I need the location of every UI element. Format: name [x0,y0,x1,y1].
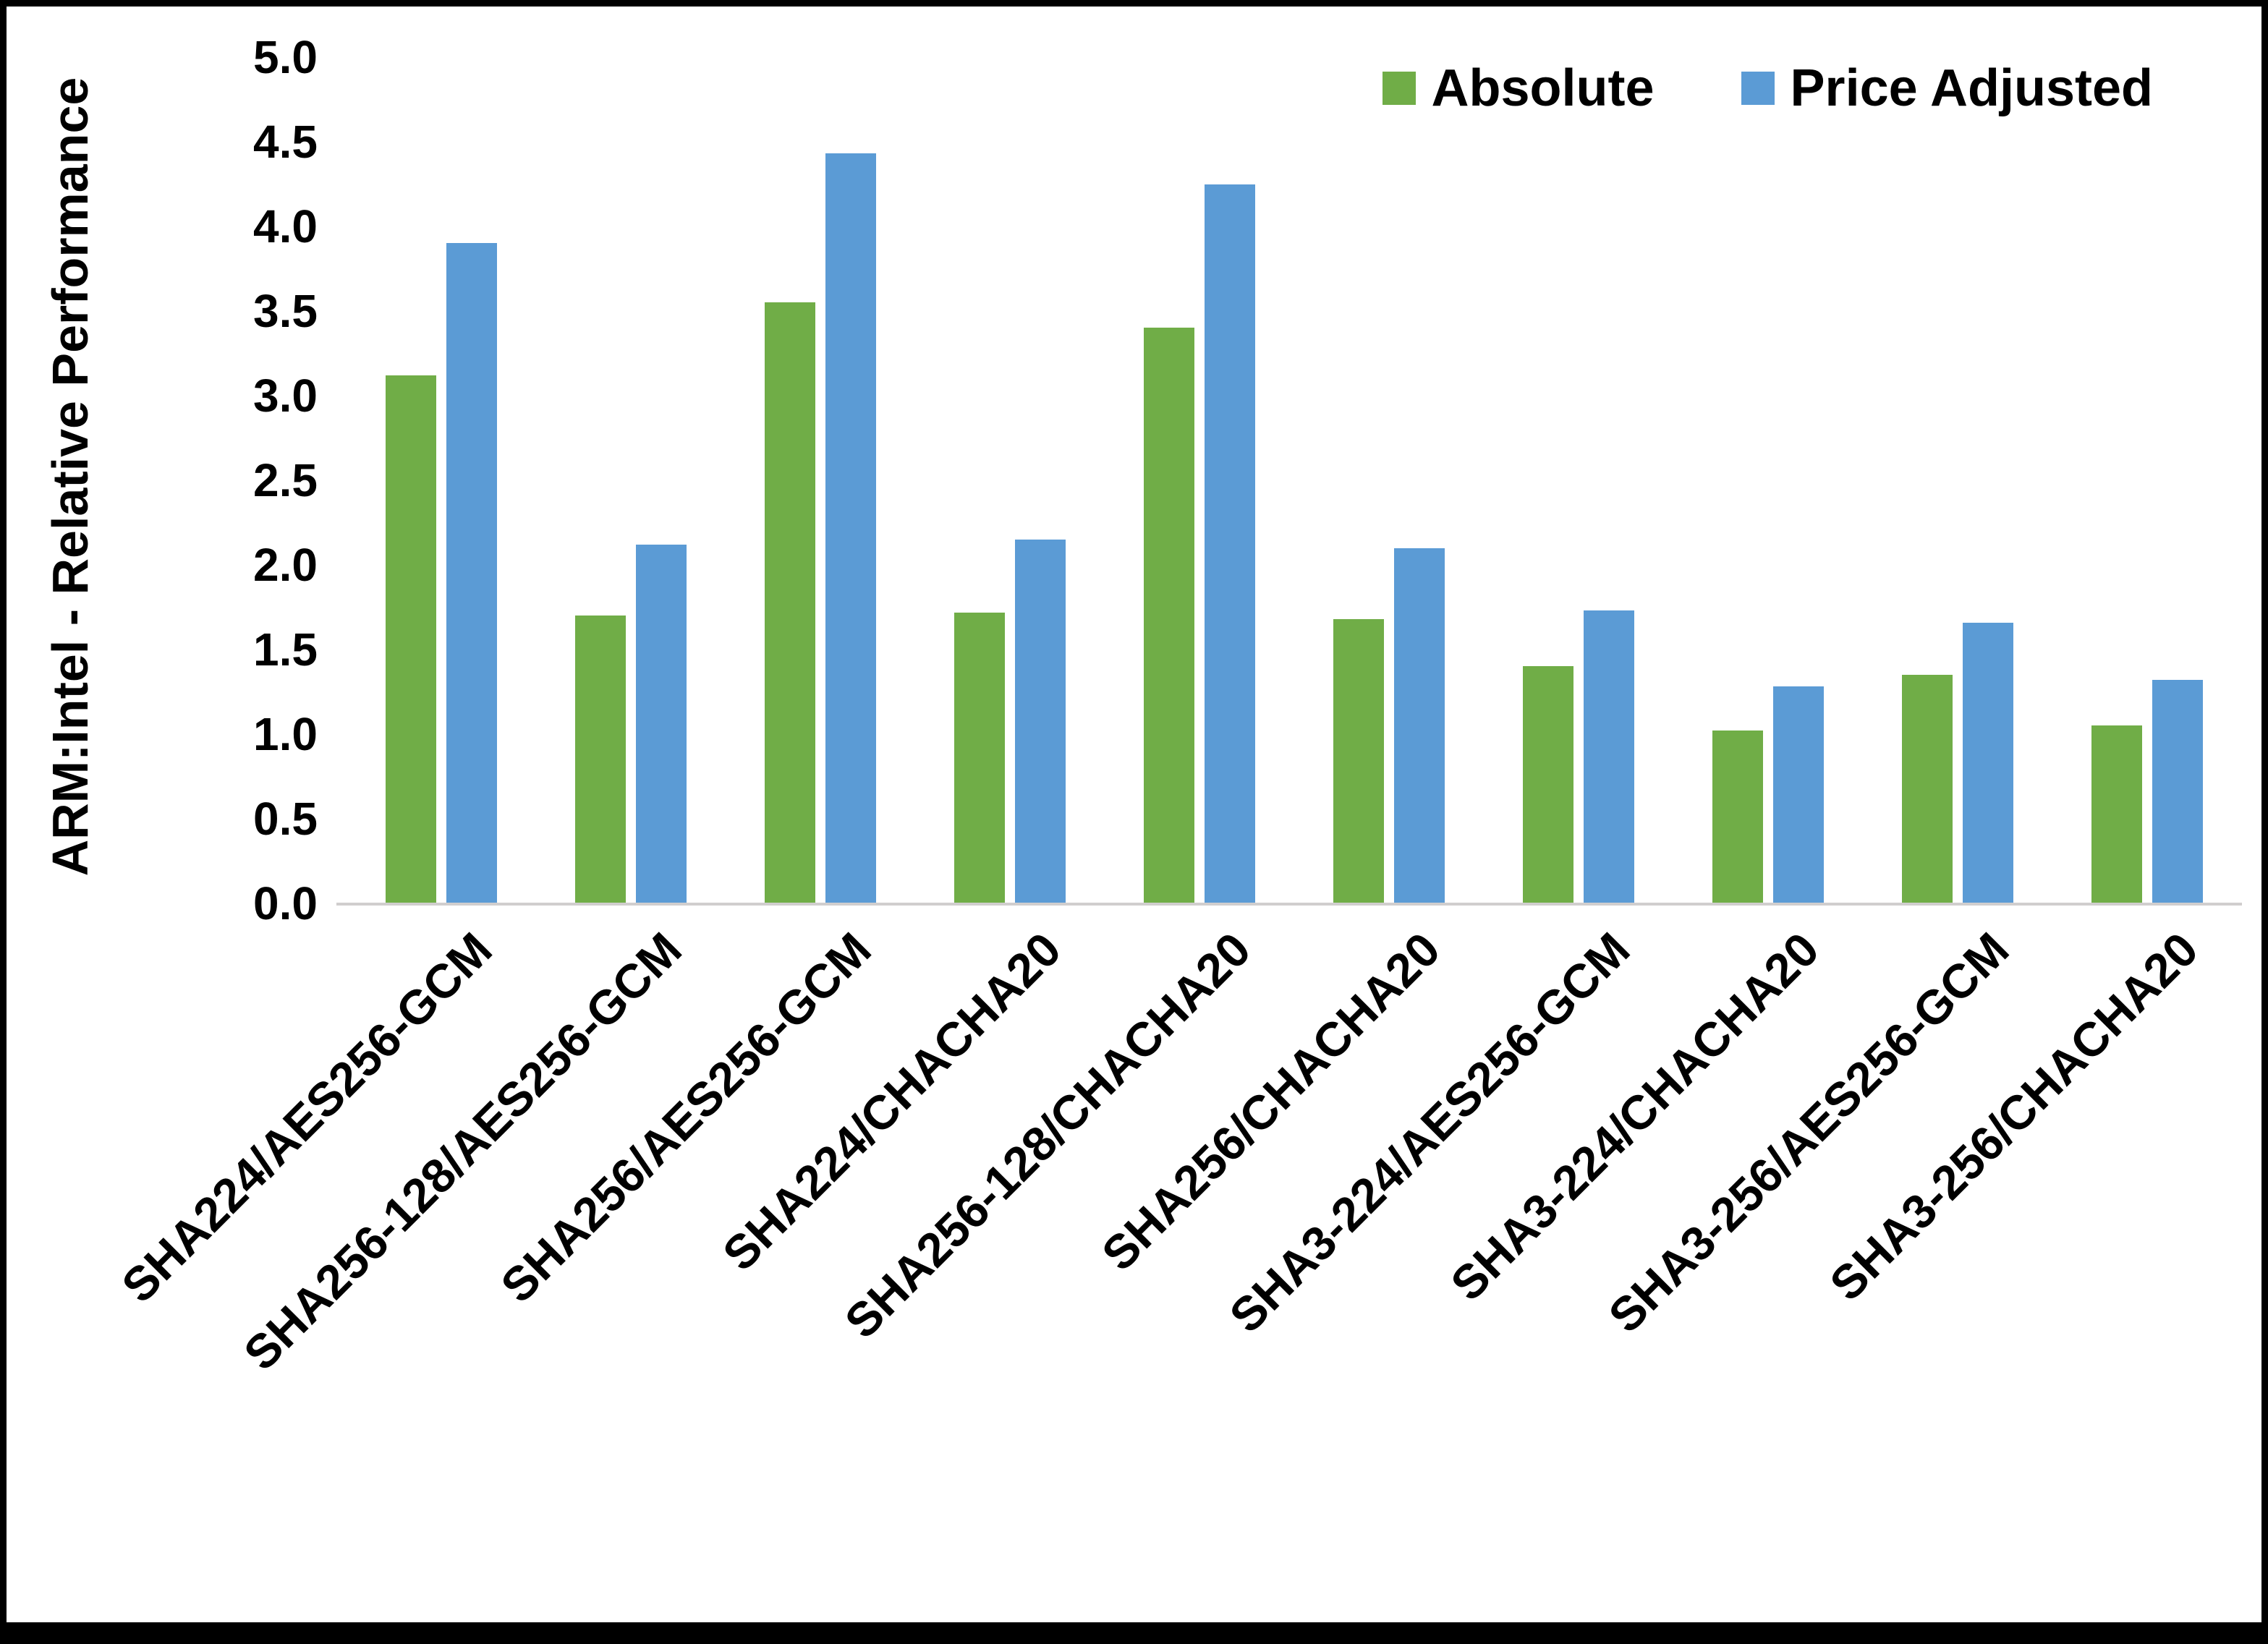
y-axis-title: ARM:Intel - Relative Performance [42,77,98,877]
bar-group [1484,57,1673,903]
x-axis-label: SHA3-224/AES256-GCM [1218,921,1640,1343]
bar-price-adjusted [1963,622,2013,903]
legend-label: Absolute [1431,59,1655,117]
x-axis-label: SHA224/AES256-GCM [111,921,503,1313]
bar-absolute [1712,731,1763,903]
legend-item: Price Adjusted [1741,59,2153,118]
bar-group [726,57,915,903]
bar-absolute [1144,328,1194,903]
x-axis-labels: SHA224/AES256-GCM SHA256-128/AES256-GCM SH… [111,921,2242,1575]
bar-group [347,57,536,903]
legend: Absolute Price Adjusted [1382,59,2153,118]
bar-price-adjusted [1773,686,1824,903]
bar-group [915,57,1105,903]
bar-absolute [2091,725,2142,903]
y-tick-label: 0.0 [253,877,318,929]
legend-swatch-icon [1382,72,1416,105]
y-tick-label: 1.5 [253,623,318,676]
bar-group [1673,57,1863,903]
bar-group [1294,57,1484,903]
y-tick-label: 1.0 [253,708,318,760]
bar-price-adjusted [636,544,687,903]
bar-absolute [1902,675,1953,903]
plot-area [336,57,2242,906]
bar-price-adjusted [1015,539,1066,903]
bar-group [536,57,726,903]
bar-group [2052,57,2242,903]
bar-absolute [1523,666,1573,903]
bar-price-adjusted [1394,548,1445,903]
y-tick-label: 3.0 [253,370,318,422]
y-tick-label: 4.0 [253,200,318,252]
x-axis-label: SHA3-256/CHACHA20 [1819,921,2209,1311]
x-axis-label: SHA3-256/AES256-GCM [1597,921,2019,1343]
bar-absolute [1333,618,1384,903]
bar-price-adjusted [825,153,876,903]
x-axis-baseline [336,903,2242,906]
y-tick-label: 0.5 [253,793,318,845]
legend-swatch-icon [1741,72,1775,105]
y-tick-label: 3.5 [253,285,318,337]
bar-price-adjusted [1584,610,1634,903]
y-tick-label: 4.5 [253,116,318,168]
legend-label: Price Adjusted [1790,59,2153,117]
x-axis-label: SHA3-224/CHACHA20 [1440,921,1830,1311]
y-axis-ticks: 0.0 0.5 1.0 1.5 2.0 2.5 3.0 3.5 4.0 4.5 5.0 [144,34,318,927]
bar-price-adjusted [2152,680,2203,903]
bar-group [1105,57,1294,903]
x-axis-label: SHA256-128/CHACHA20 [833,921,1261,1349]
bar-price-adjusted [446,243,497,903]
y-tick-label: 5.0 [253,31,318,83]
y-tick-label: 2.0 [253,539,318,591]
legend-item: Absolute [1382,59,1655,118]
bar-absolute [954,612,1005,903]
x-axis-label: SHA256/AES256-GCM [490,921,882,1313]
x-axis-label: SHA256/CHACHA20 [1091,921,1451,1281]
bar-absolute [386,375,436,903]
bar-group [1863,57,2052,903]
bar-absolute [765,302,815,903]
bar-price-adjusted [1205,184,1255,903]
bar-groups [347,57,2242,903]
x-axis-label: SHA224/CHACHA20 [712,921,1071,1281]
bar-absolute [575,616,626,903]
y-tick-label: 2.5 [253,454,318,506]
